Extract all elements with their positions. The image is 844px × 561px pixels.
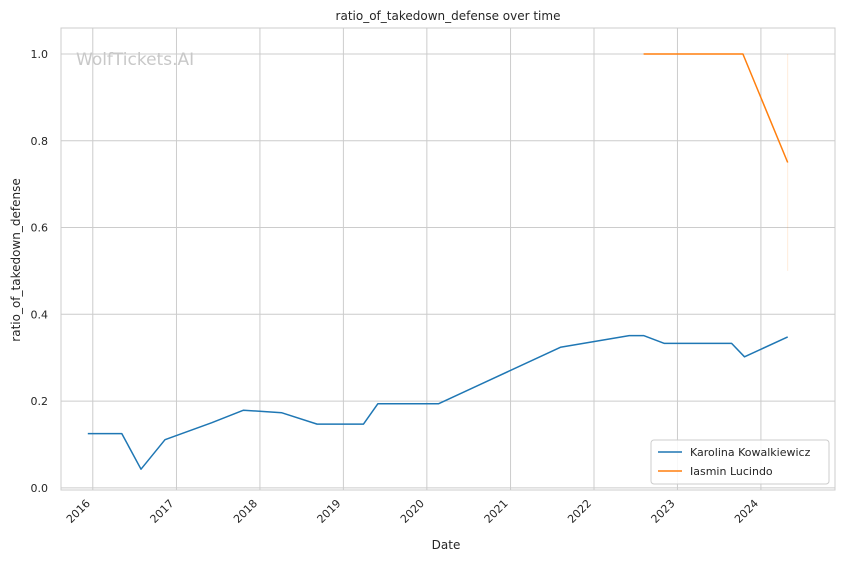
y-tick-label: 0.0 [31, 482, 49, 495]
x-tick-labels: 2016 2017 2018 2019 2020 2021 2022 2023 2024 [64, 497, 761, 526]
series-line-0 [87, 334, 789, 470]
series-line-1 [643, 53, 789, 163]
legend-label-karolina: Karolina Kowalkiewicz [690, 446, 811, 459]
x-tick-label: 2016 [64, 497, 93, 526]
grid-lines [61, 28, 835, 490]
plot-area [60, 27, 836, 491]
y-tick-labels: 0.0 0.2 0.4 0.6 0.8 1.0 [31, 48, 49, 495]
watermark: WolfTickets.AI [76, 50, 194, 70]
x-axis-label: Date [432, 538, 461, 552]
series-layer [87, 53, 789, 470]
legend: Karolina Kowalkiewicz Iasmin Lucindo [650, 439, 830, 485]
y-tick-label: 0.6 [31, 222, 49, 235]
y-tick-label: 0.4 [31, 308, 49, 321]
y-axis-label: ratio_of_takedown_defense [9, 178, 23, 341]
chart-title: ratio_of_takedown_defense over time [336, 9, 561, 23]
x-tick-label: 2018 [231, 497, 260, 526]
x-tick-label: 2023 [649, 497, 678, 526]
legend-label-iasmin: Iasmin Lucindo [690, 465, 773, 478]
y-tick-label: 0.2 [31, 395, 49, 408]
x-tick-label: 2017 [148, 497, 177, 526]
y-tick-label: 1.0 [31, 48, 49, 61]
legend-box [650, 439, 830, 485]
x-tick-label: 2022 [565, 497, 594, 526]
y-tick-label: 0.8 [31, 135, 49, 148]
x-tick-label: 2024 [732, 497, 761, 526]
x-tick-label: 2021 [482, 497, 511, 526]
x-tick-label: 2019 [315, 497, 344, 526]
x-tick-label: 2020 [398, 497, 427, 526]
